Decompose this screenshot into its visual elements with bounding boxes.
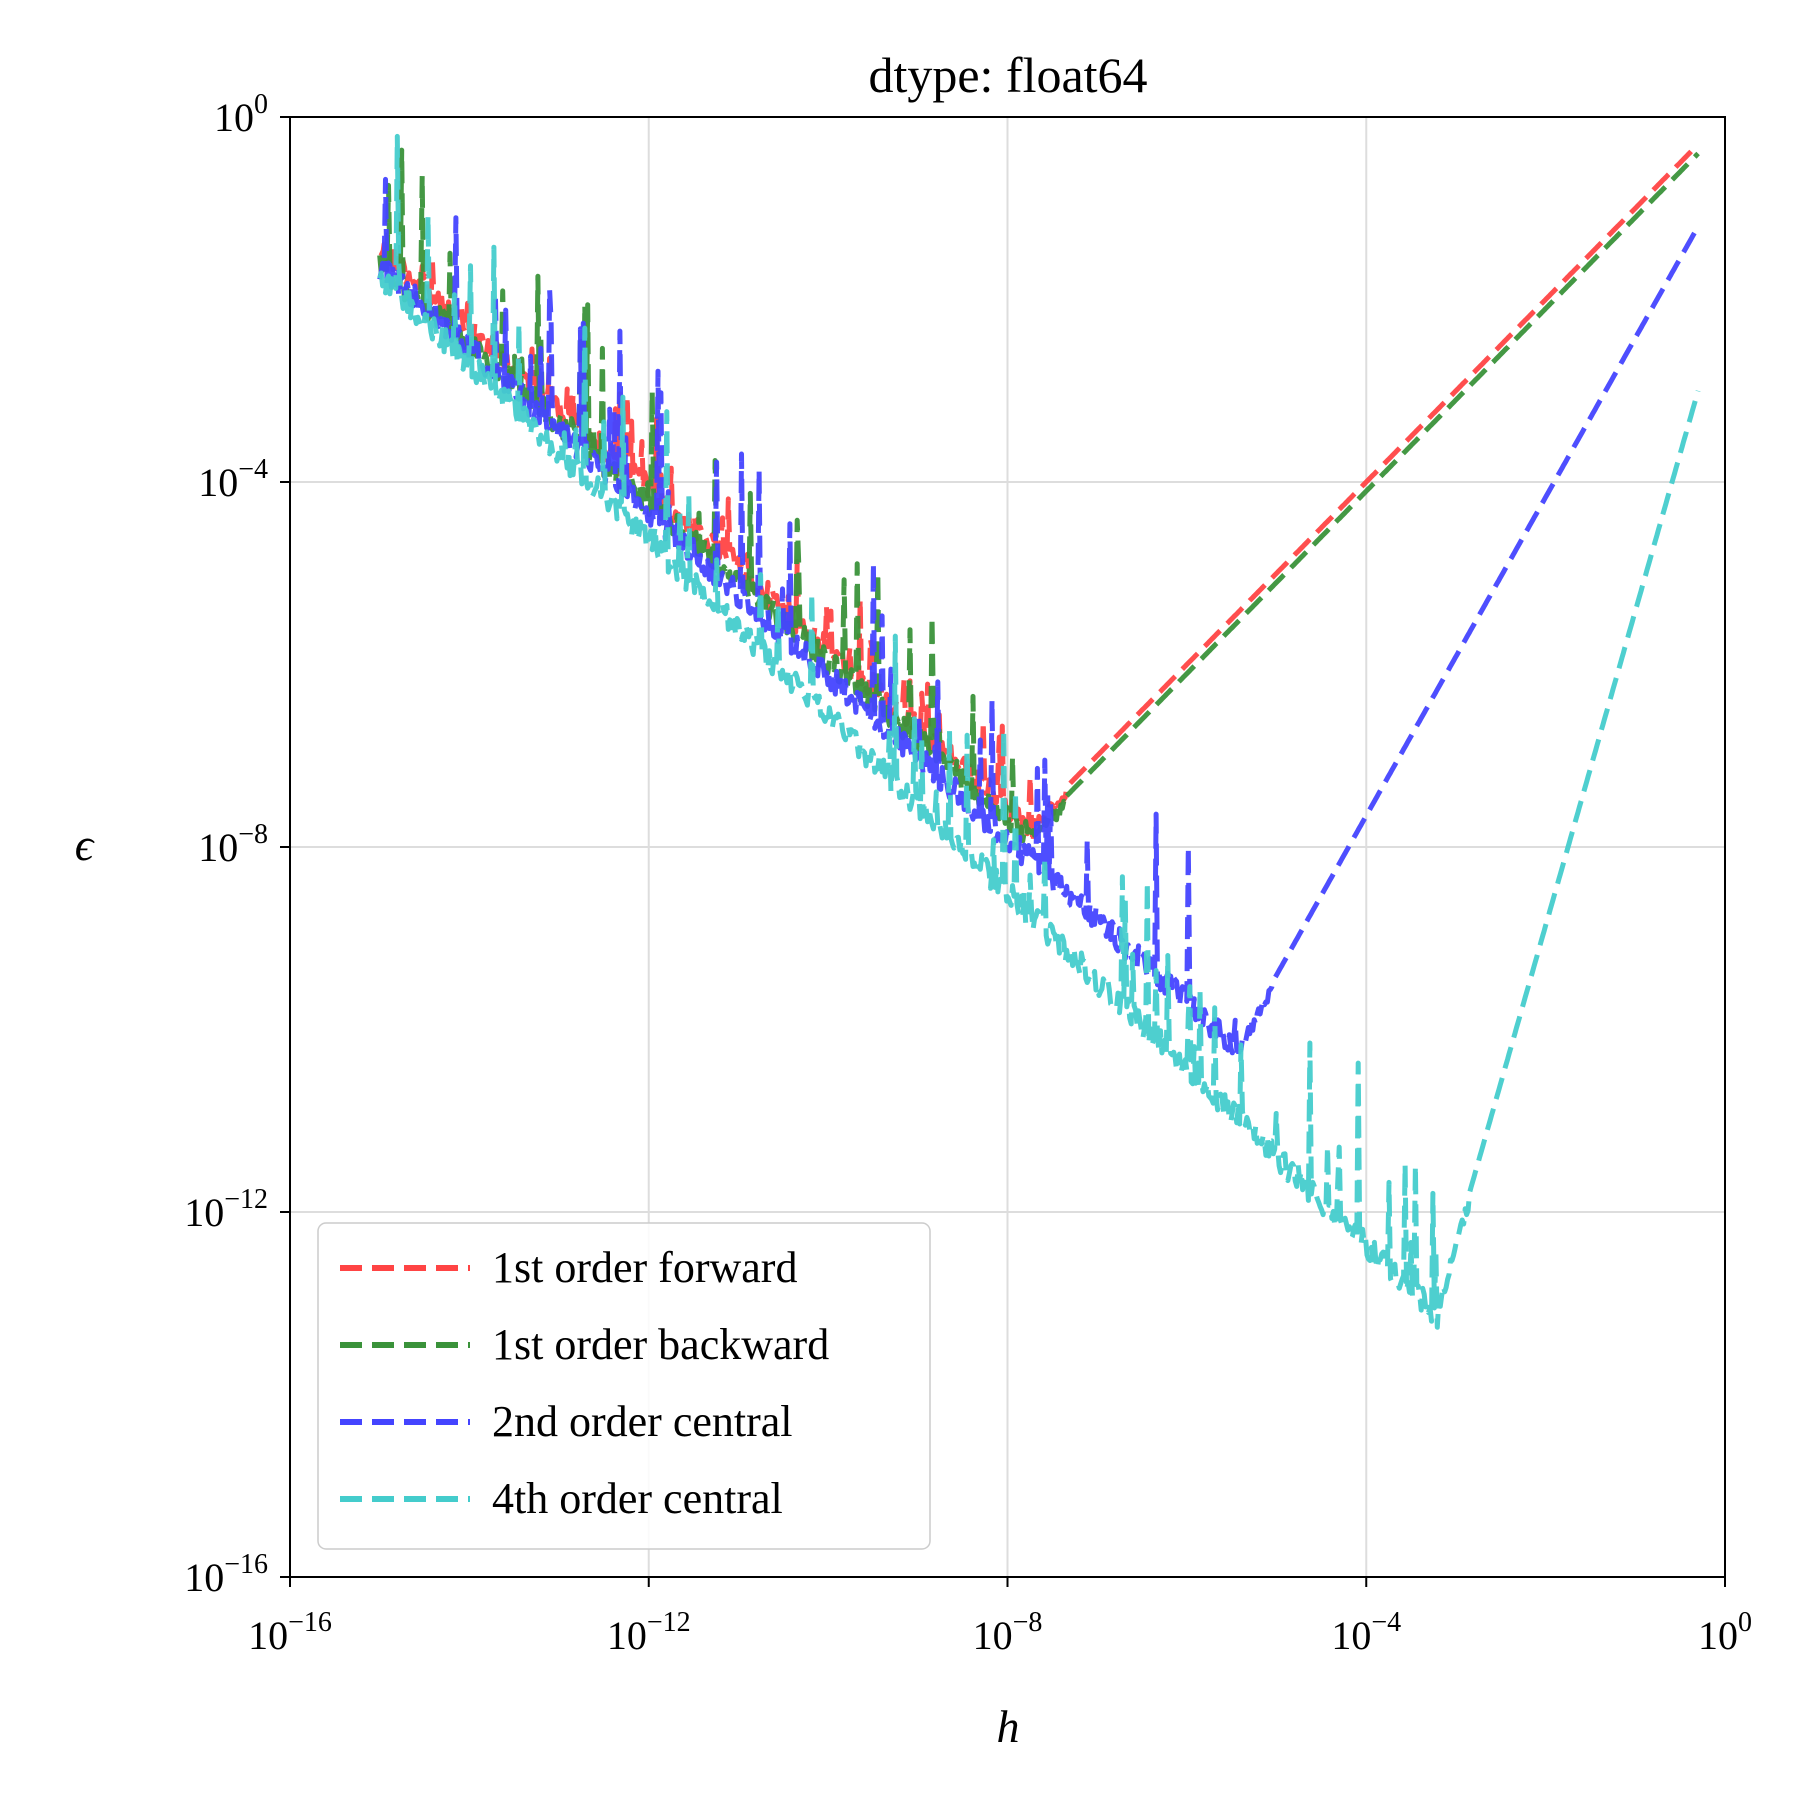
x-axis-label: h [997, 1701, 1020, 1752]
y-tick-label: 100 [214, 89, 268, 140]
y-tick-label: 10−8 [198, 819, 268, 870]
y-tick-label: 10−16 [184, 1549, 268, 1600]
x-tick-label: 10−12 [607, 1607, 691, 1658]
x-tick-label: 10−16 [248, 1607, 332, 1658]
y-axis-label: ϵ [75, 819, 96, 870]
series-line [377, 176, 1701, 1061]
legend-box [317, 1222, 931, 1550]
series-line [377, 133, 1701, 1330]
legend-label: 1st order backward [492, 1320, 829, 1369]
y-tick-label: 10−12 [184, 1184, 268, 1235]
legend-label: 2nd order central [492, 1397, 793, 1446]
plot-series [377, 133, 1701, 1330]
x-tick-label: 10−8 [973, 1607, 1043, 1658]
chart-title: dtype: float64 [868, 47, 1147, 103]
axis-ticks: 10−16 10−12 10−8 10−4 100 100 10−4 10−8 10−12 10−… [184, 89, 1752, 1658]
legend-label: 1st order forward [492, 1243, 797, 1292]
legend-label: 4th order central [492, 1474, 783, 1523]
legend: 1st order forward 1st order backward 2nd o… [317, 1222, 931, 1550]
x-tick-label: 100 [1698, 1607, 1752, 1658]
y-tick-label: 10−4 [198, 454, 268, 505]
x-tick-label: 10−4 [1331, 1607, 1401, 1658]
series-line [378, 142, 1700, 846]
